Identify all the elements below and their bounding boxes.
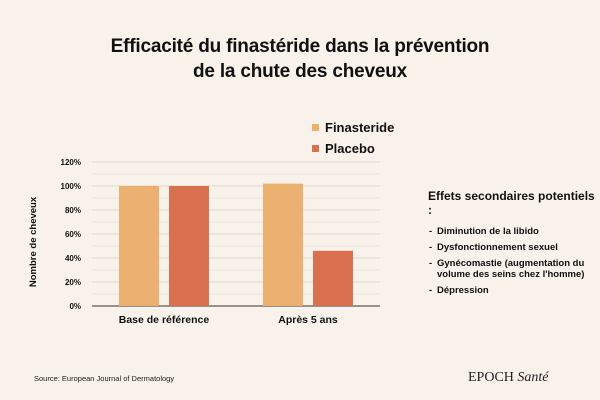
chart-title: Efficacité du finastéride dans la préven…: [0, 34, 600, 84]
bar-placebo: [169, 186, 209, 306]
legend-label-finasteride: Finasteride: [325, 119, 395, 135]
bar-finasteride: [119, 186, 159, 306]
source-note: Source: European Journal of Dermatology: [34, 374, 175, 383]
side-effects-panel: Effets secondaires potentiels : Diminuti…: [428, 189, 598, 301]
y-tick-label: 80%: [65, 206, 81, 215]
side-effects-title: Effets secondaires potentiels :: [428, 189, 595, 217]
chart-title-line-1: Efficacité du finastéride dans la préven…: [110, 36, 490, 57]
brand-logo: EPOCH Santé: [468, 370, 549, 386]
y-axis-title: Nombre de cheveux: [28, 196, 39, 287]
bar-finasteride: [263, 183, 303, 306]
y-tick-label: 60%: [65, 230, 81, 239]
side-effect-item: Dysfonctionnement sexuel: [428, 242, 598, 253]
y-tick-label: 0%: [69, 302, 81, 311]
y-tick-label: 100%: [61, 182, 81, 191]
legend: Finasteride Placebo: [312, 118, 394, 160]
x-tick-label: Après 5 ans: [278, 314, 338, 326]
legend-item-finasteride: Finasteride: [312, 118, 394, 136]
legend-swatch-finasteride: [312, 123, 319, 131]
chart-title-line-2: de la chute des cheveux: [193, 61, 407, 82]
x-tick-label: Base de référence: [119, 314, 210, 326]
legend-item-placebo: Placebo: [312, 139, 394, 157]
brand-name: EPOCH: [468, 370, 514, 385]
y-tick-label: 40%: [65, 254, 81, 263]
y-tick-label: 120%: [61, 158, 81, 167]
side-effect-item: Dépression: [428, 285, 598, 296]
side-effects-list: Diminution de la libido Dysfonctionnemen…: [428, 226, 598, 296]
y-tick-label: 20%: [65, 278, 81, 287]
side-effect-item: Gynécomastie (augmentation du volume des…: [428, 258, 598, 280]
legend-swatch-placebo: [312, 144, 319, 152]
legend-label-placebo: Placebo: [325, 140, 375, 156]
brand-suffix: Santé: [517, 370, 549, 385]
bar-placebo: [313, 250, 353, 306]
side-effect-item: Diminution de la libido: [428, 226, 598, 237]
